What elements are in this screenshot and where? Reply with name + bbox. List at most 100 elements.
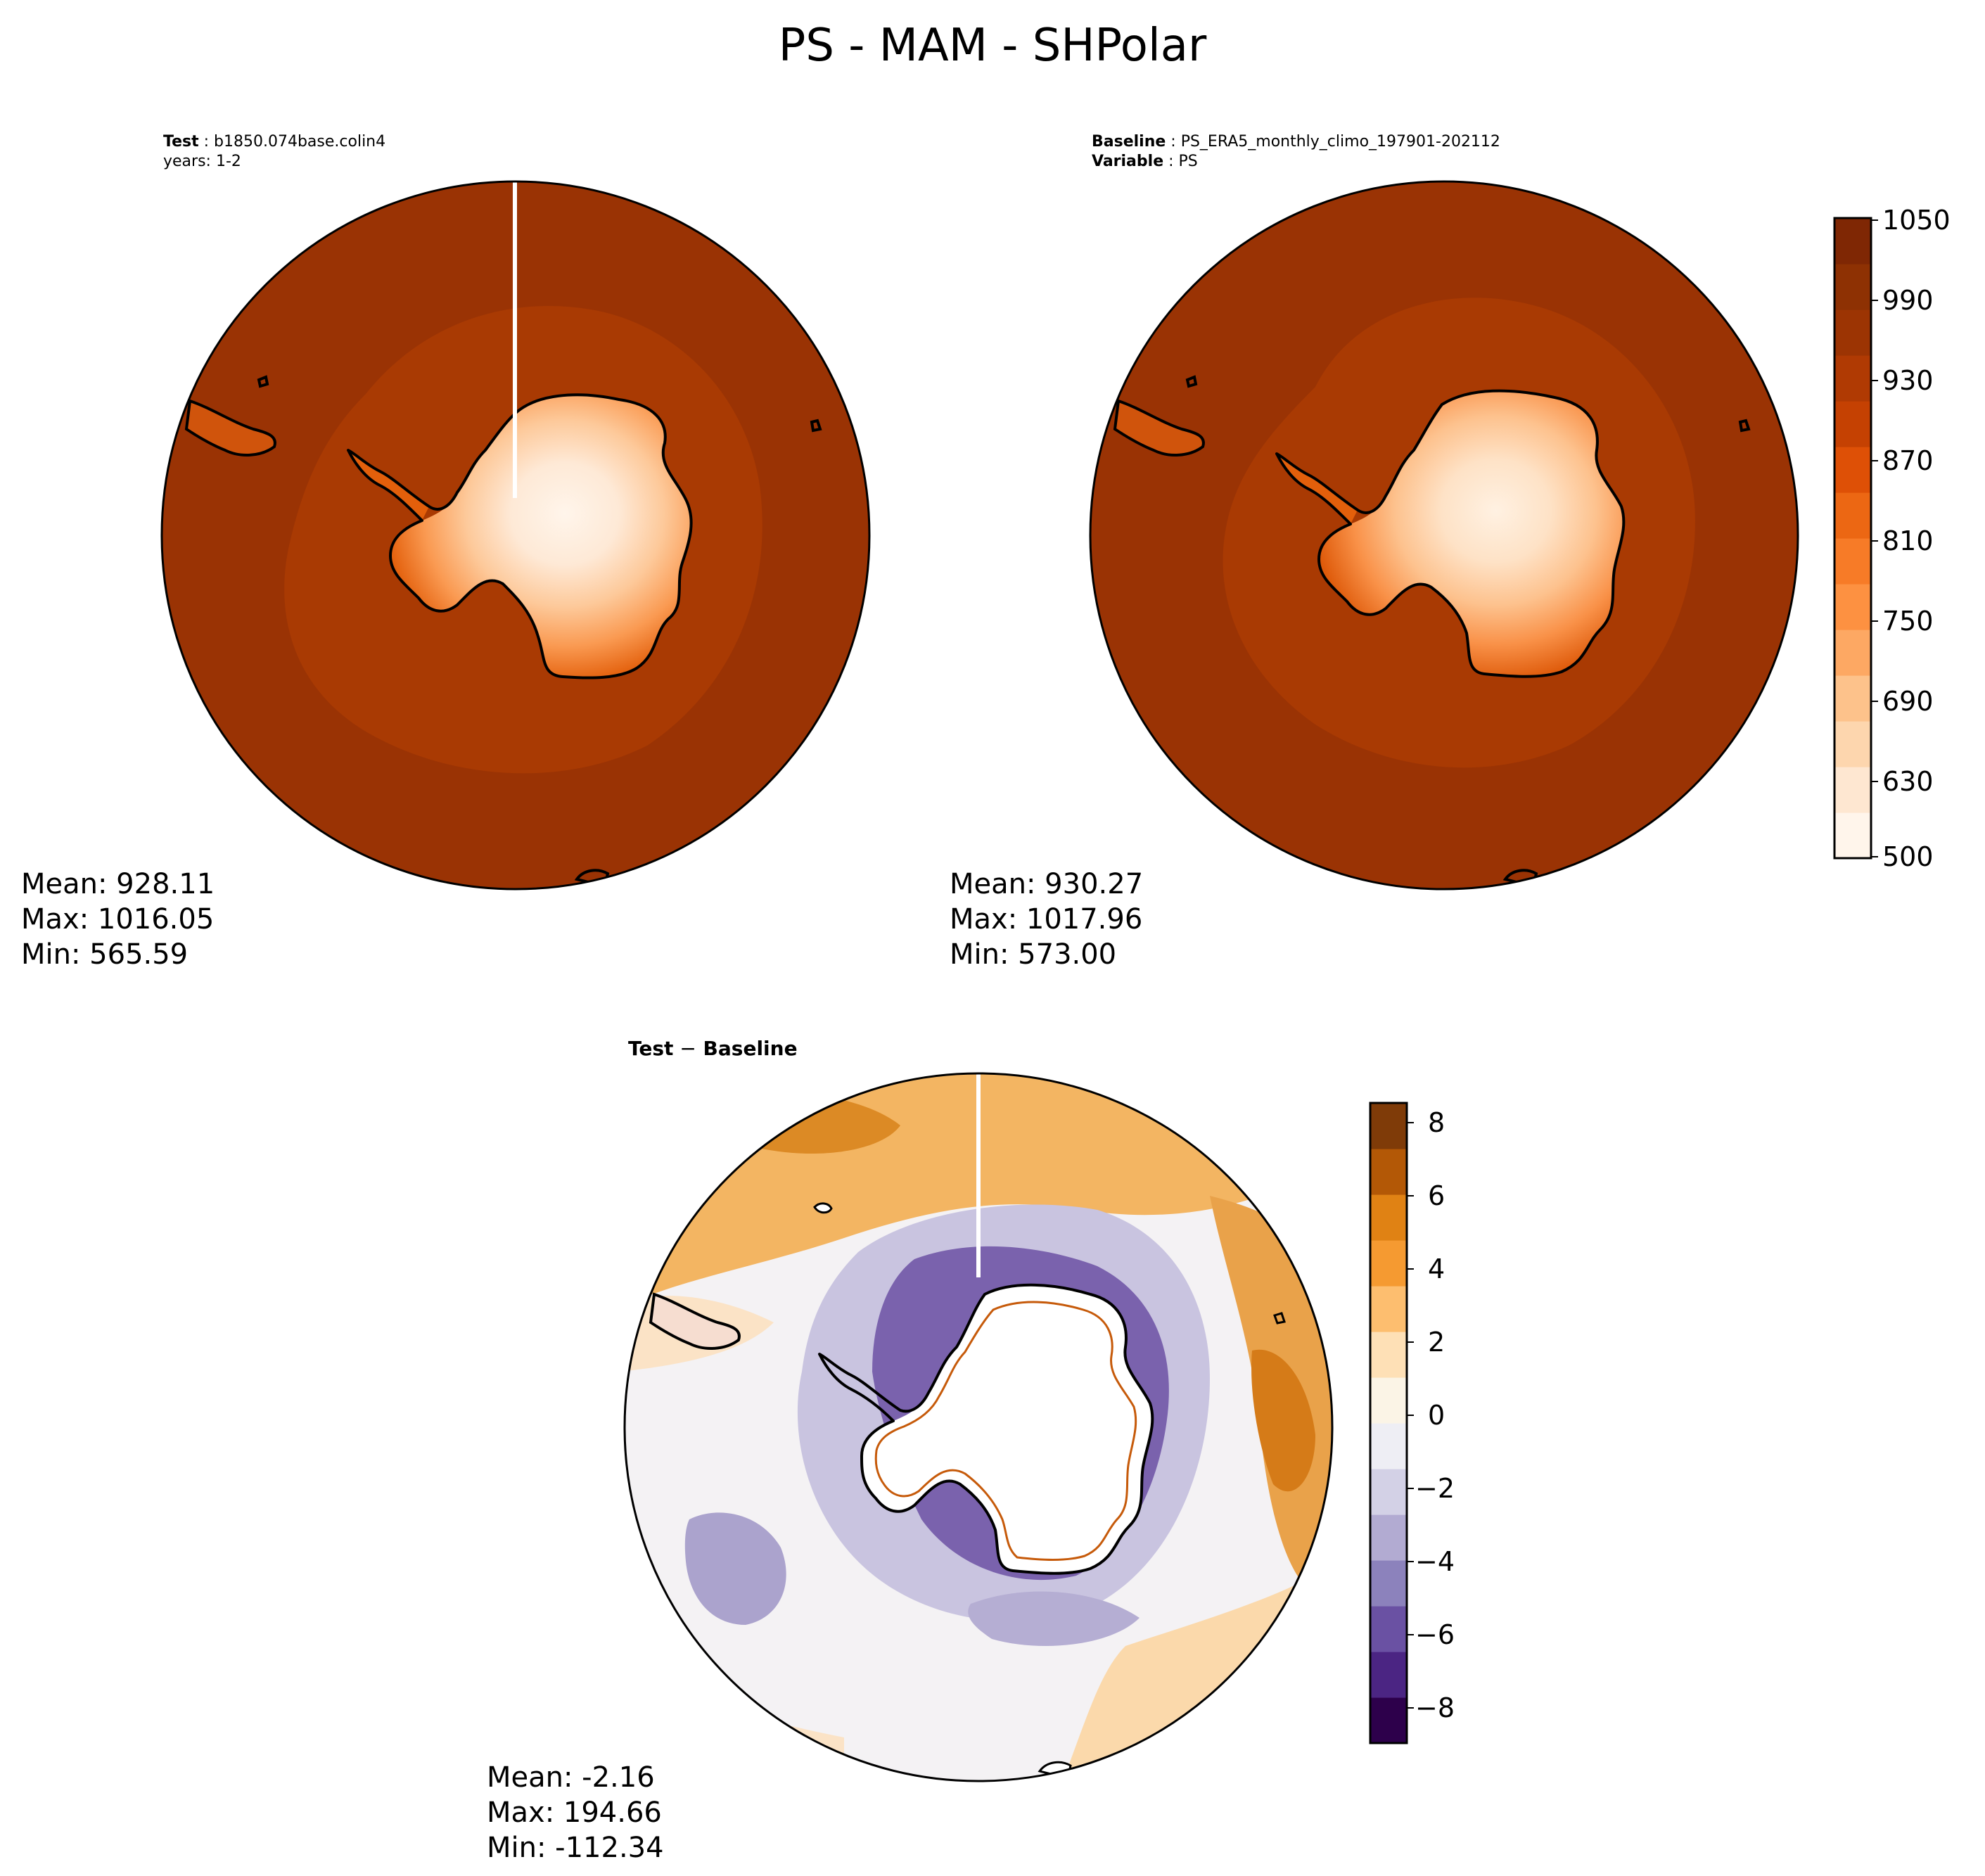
diff-title-op <box>673 1037 679 1060</box>
diff-colorbar-band-3 <box>1370 1560 1407 1607</box>
diff-colorbar-ticks <box>1407 1122 1414 1709</box>
test-antarctica <box>390 395 691 678</box>
diff-colorbar-bands <box>1370 1103 1407 1744</box>
test-island-3 <box>574 869 610 888</box>
diff-max: Max: 194.66 <box>487 1797 662 1829</box>
diff-island-1 <box>813 1202 833 1214</box>
test-peninsula <box>348 450 429 521</box>
top-colorbar-tick-930: 930 <box>1882 365 1934 396</box>
test-island-1 <box>257 375 269 388</box>
diff-colorbar-band-9 <box>1370 1286 1407 1332</box>
test-missing-data-line <box>513 181 517 498</box>
top-colorbar-tick-500: 500 <box>1882 841 1934 872</box>
top-colorbar-band-0 <box>1834 812 1871 859</box>
top-colorbar-tick-990: 990 <box>1882 285 1934 316</box>
diff-colorbar-tick-neg4: −4 <box>1415 1546 1455 1577</box>
baseline-island-3 <box>1502 869 1538 888</box>
test-panel: Test : b1850.074base.colin4 years: 1-2 M… <box>21 133 871 971</box>
diff-colorbar-band-4 <box>1370 1514 1407 1561</box>
top-colorbar-bands <box>1834 218 1871 859</box>
diff-colorbar-tick-6: 6 <box>1428 1180 1445 1211</box>
baseline-variable-sep: : <box>1163 153 1178 170</box>
test-coast-antarctica <box>347 393 693 679</box>
baseline-antarctica <box>1319 390 1624 677</box>
test-max: Max: 1016.05 <box>21 903 214 936</box>
diff-missing-data-line <box>976 1073 981 1277</box>
baseline-island-2 <box>1738 419 1751 433</box>
diff-mean: Mean: -2.16 <box>487 1761 655 1794</box>
diff-map-border <box>623 1072 1334 1782</box>
baseline-mean: Mean: 930.27 <box>950 868 1143 900</box>
baseline-variable-key: Variable <box>1092 153 1163 170</box>
diff-colorbar-band-5 <box>1370 1469 1407 1515</box>
baseline-label-key: Baseline <box>1092 133 1166 151</box>
top-colorbar-tick-690: 690 <box>1882 686 1934 717</box>
baseline-map <box>1090 181 1798 889</box>
diff-warm-east-dark <box>1251 1349 1315 1492</box>
baseline-map-border <box>1089 180 1799 891</box>
test-label-key: Test <box>163 133 199 151</box>
top-colorbar-band-5 <box>1834 584 1871 630</box>
diff-colorbar: 8 6 4 2 0 −2 −4 −6 −8 <box>1369 1102 1455 1744</box>
baseline-south-america <box>1113 399 1205 457</box>
top-colorbar-band-2 <box>1834 721 1871 767</box>
top-colorbar-tick-870: 870 <box>1882 445 1934 476</box>
top-colorbar-band-9 <box>1834 401 1871 447</box>
top-colorbar-band-12 <box>1834 264 1871 310</box>
diff-antarctica-contour <box>874 1301 1137 1561</box>
diff-colorbar-band-10 <box>1370 1240 1407 1287</box>
diff-colorbar-tick-2: 2 <box>1428 1327 1445 1358</box>
test-label-value: b1850.074base.colin4 <box>214 133 385 151</box>
diff-colorbar-band-0 <box>1370 1697 1407 1744</box>
diff-title-right: Baseline <box>703 1037 798 1060</box>
top-colorbar: 1050 990 930 870 810 750 690 630 500 <box>1833 205 1951 872</box>
diff-panel: Test − Baseline Mean: -2.16 <box>487 1037 1334 1864</box>
baseline-variable-value: PS <box>1179 153 1198 170</box>
diff-cool-southwest <box>684 1512 786 1625</box>
diff-colorbar-tick-0: 0 <box>1428 1400 1445 1431</box>
diff-colorbar-tick-8: 8 <box>1428 1107 1445 1138</box>
figure-title: PS - MAM - SHPolar <box>779 20 1207 72</box>
diff-antarctica-white <box>862 1284 1153 1574</box>
baseline-coast-antarctica <box>1275 389 1626 678</box>
top-colorbar-band-8 <box>1834 447 1871 493</box>
top-colorbar-band-4 <box>1834 630 1871 676</box>
top-colorbar-band-13 <box>1834 218 1871 264</box>
baseline-peninsula <box>1277 454 1358 524</box>
top-colorbar-band-1 <box>1834 767 1871 813</box>
test-min: Min: 565.59 <box>21 938 188 971</box>
diff-south-america <box>649 1292 741 1350</box>
test-years: years: 1-2 <box>163 153 241 170</box>
top-colorbar-band-3 <box>1834 675 1871 722</box>
diff-colorbar-band-13 <box>1370 1103 1407 1149</box>
diff-colorbar-tick-neg2: −2 <box>1415 1473 1455 1504</box>
diff-colorbar-band-12 <box>1370 1149 1407 1195</box>
diff-cool-south <box>968 1591 1140 1646</box>
diff-colorbar-band-2 <box>1370 1606 1407 1652</box>
diff-title-left: Test <box>628 1037 673 1060</box>
diff-island-2 <box>1273 1312 1286 1325</box>
baseline-min: Min: 573.00 <box>950 938 1116 971</box>
test-island-2 <box>810 419 822 433</box>
test-map-border <box>160 180 871 891</box>
baseline-panel: Baseline : PS_ERA5_monthly_climo_197901-… <box>950 133 1799 971</box>
baseline-label-sep: : <box>1166 133 1180 151</box>
test-south-america <box>184 399 276 457</box>
diff-title: Test − Baseline <box>628 1037 798 1060</box>
top-colorbar-band-11 <box>1834 310 1871 356</box>
diff-colorbar-tick-neg8: −8 <box>1415 1692 1455 1723</box>
top-colorbar-tick-630: 630 <box>1882 766 1934 797</box>
top-colorbar-frame <box>1833 217 1872 860</box>
top-colorbar-tick-810: 810 <box>1882 525 1934 556</box>
diff-map <box>625 1073 1332 1781</box>
test-map <box>162 181 869 889</box>
top-colorbar-band-6 <box>1834 538 1871 585</box>
test-stats: Mean: 928.11 Max: 1016.05 Min: 565.59 <box>21 868 215 971</box>
diff-coast-antarctica <box>818 1283 1154 1575</box>
top-colorbar-ticks <box>1871 219 1878 857</box>
top-colorbar-band-10 <box>1834 355 1871 402</box>
diff-colorbar-band-6 <box>1370 1423 1407 1469</box>
diff-colorbar-band-7 <box>1370 1377 1407 1424</box>
baseline-max: Max: 1017.96 <box>950 903 1142 936</box>
